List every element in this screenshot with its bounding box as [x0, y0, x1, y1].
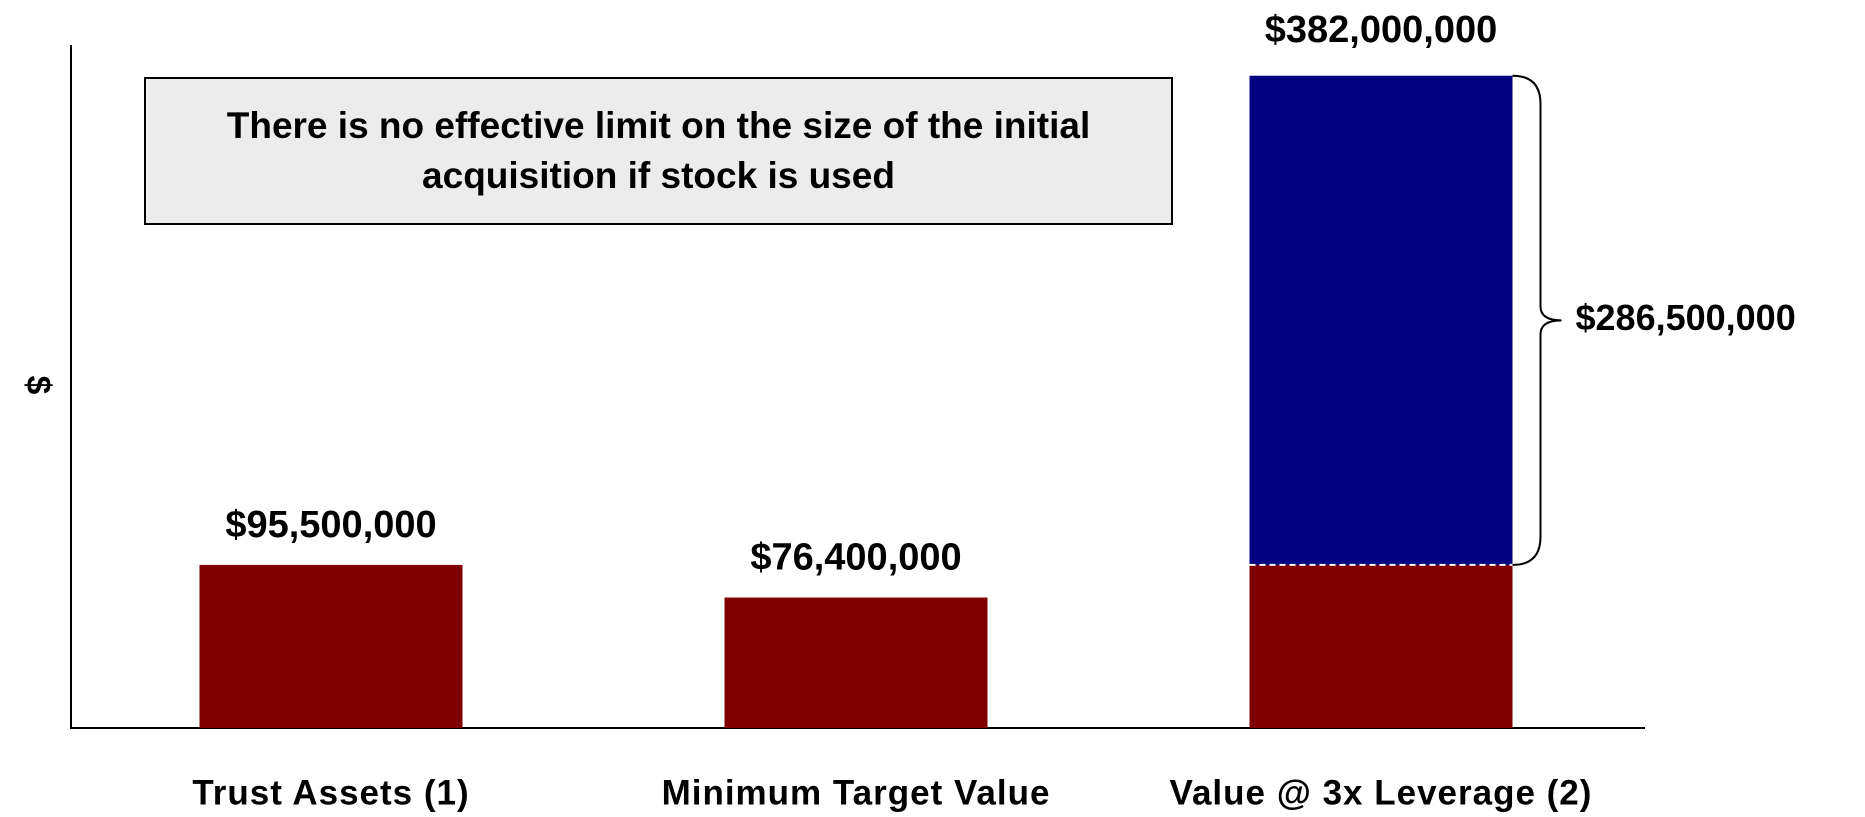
total-label: $382,000,000: [1265, 9, 1497, 51]
data-label: $76,400,000: [750, 537, 961, 579]
bar: [199, 564, 463, 728]
x-tick-label: Value @ 3x Leverage (2): [1170, 773, 1593, 812]
bar: [1249, 564, 1513, 728]
x-tick-label: Minimum Target Value: [662, 773, 1051, 812]
bar: [724, 597, 988, 728]
bar: [1249, 75, 1513, 565]
data-label: $286,500,000: [1576, 297, 1796, 338]
data-label: $95,500,000: [225, 504, 436, 546]
brace: [1512, 74, 1562, 566]
x-tick-label: Trust Assets (1): [192, 773, 469, 812]
y-axis-label: $: [19, 376, 57, 395]
annotation-box: There is no effective limit on the size …: [144, 77, 1173, 225]
